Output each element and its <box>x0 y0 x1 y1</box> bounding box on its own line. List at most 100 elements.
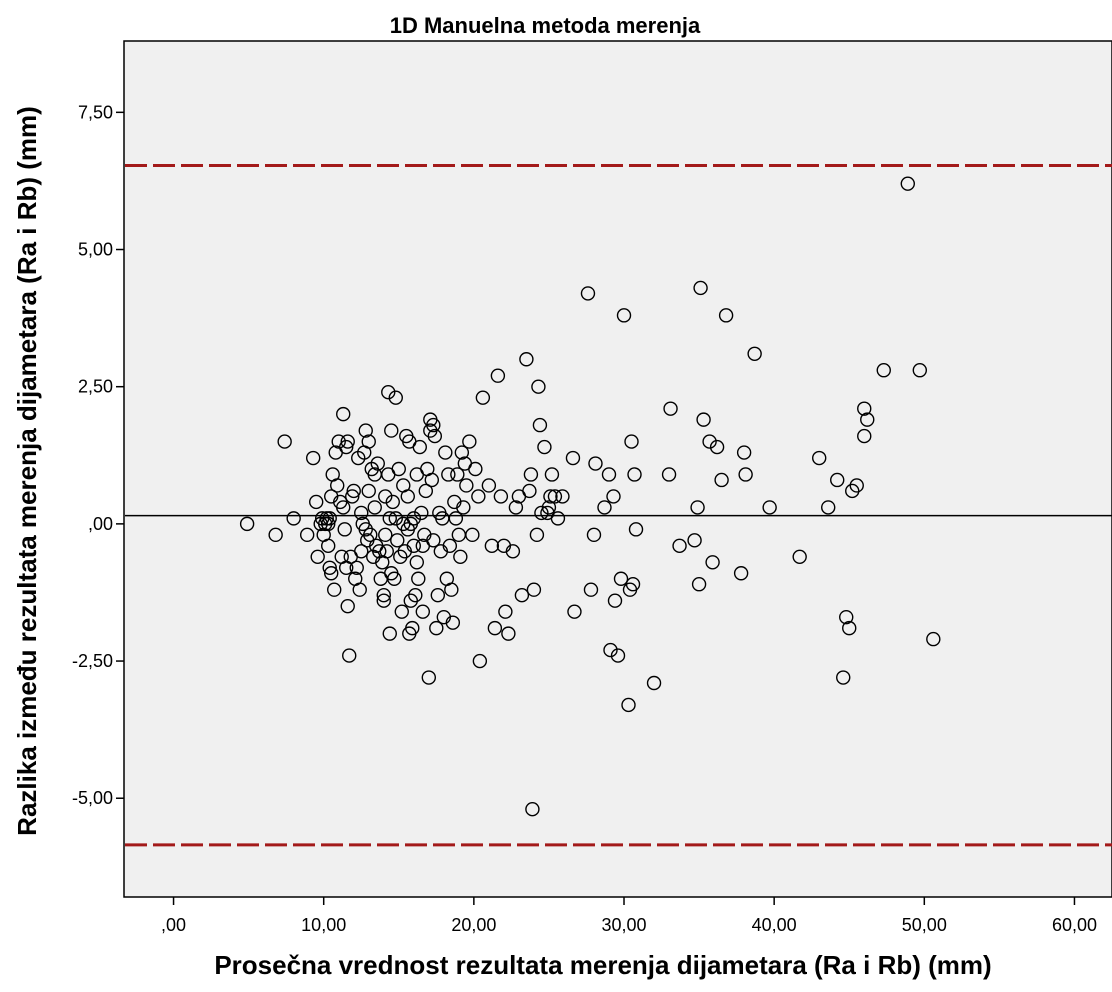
data-point <box>239 516 255 532</box>
data-point <box>532 417 548 433</box>
data-point <box>321 516 336 532</box>
y-tick-label: 2,50 <box>78 377 113 397</box>
data-point <box>508 500 524 515</box>
data-point <box>526 582 542 597</box>
data-point <box>459 478 474 493</box>
data-point <box>646 675 662 691</box>
data-point <box>821 500 836 515</box>
data-point <box>567 604 582 619</box>
data-point <box>391 461 406 477</box>
data-point <box>705 555 720 570</box>
data-point <box>414 505 429 521</box>
data-point <box>733 566 749 581</box>
data-point <box>438 445 453 460</box>
data-point <box>424 472 440 488</box>
data-point <box>442 538 458 554</box>
data-point <box>522 483 537 499</box>
data-point <box>384 423 399 438</box>
data-point <box>926 631 941 647</box>
data-point <box>792 549 807 564</box>
data-point <box>762 500 777 515</box>
data-point <box>370 456 385 471</box>
data-point <box>340 598 355 614</box>
data-point <box>498 604 513 619</box>
data-point <box>388 390 403 405</box>
data-point <box>747 346 762 361</box>
data-point <box>696 412 711 427</box>
data-point <box>426 417 441 433</box>
data-point <box>456 500 471 515</box>
data-point <box>550 511 566 526</box>
data-point <box>603 642 618 658</box>
data-point <box>613 571 629 586</box>
data-points <box>239 176 941 817</box>
plot-area <box>123 40 1112 898</box>
data-point <box>471 489 486 504</box>
data-point <box>354 544 369 559</box>
data-point <box>531 379 546 394</box>
data-point <box>481 478 497 493</box>
data-point <box>621 697 636 713</box>
data-point <box>836 670 851 685</box>
data-point <box>390 533 405 548</box>
data-point <box>663 401 678 416</box>
data-point <box>687 533 702 548</box>
data-point <box>580 286 596 301</box>
data-point <box>537 439 552 455</box>
x-tick-label: 60,00 <box>1052 915 1097 935</box>
data-point <box>912 363 928 378</box>
data-point <box>385 494 400 510</box>
data-point <box>475 390 491 405</box>
data-point <box>379 544 394 559</box>
data-point <box>842 620 857 636</box>
data-point <box>601 467 617 482</box>
data-point <box>519 352 534 367</box>
data-point <box>839 609 854 625</box>
data-point <box>381 384 396 400</box>
data-point <box>857 428 872 444</box>
data-point <box>718 308 734 323</box>
data-point <box>277 434 292 449</box>
data-point <box>376 588 391 603</box>
data-point <box>597 500 612 515</box>
data-point <box>336 500 351 515</box>
x-tick-label: 30,00 <box>601 915 646 935</box>
data-point <box>427 428 443 444</box>
data-point <box>738 467 753 482</box>
data-point <box>709 439 725 455</box>
data-point <box>691 577 707 592</box>
data-point <box>354 505 369 521</box>
data-point <box>321 538 336 554</box>
data-point <box>412 439 427 455</box>
data-point <box>358 423 373 438</box>
data-point <box>465 527 480 543</box>
data-point <box>409 555 424 570</box>
data-point <box>405 620 420 636</box>
data-point <box>421 670 437 685</box>
data-point <box>860 412 875 427</box>
data-point <box>310 549 325 564</box>
data-point <box>378 489 393 504</box>
data-point <box>607 593 623 608</box>
data-point <box>322 511 337 526</box>
data-point <box>586 527 602 543</box>
y-axis-ticks: 7,50 5,00 2,50 ,00 -2,50 -5,00 <box>72 102 124 808</box>
data-point <box>363 527 378 543</box>
data-point <box>340 434 355 449</box>
data-point <box>376 593 391 608</box>
y-tick-label: 5,00 <box>78 240 113 260</box>
data-point <box>628 522 644 537</box>
x-tick-label: 20,00 <box>451 915 496 935</box>
data-point <box>693 280 708 296</box>
data-point <box>543 489 558 504</box>
data-point <box>361 483 376 499</box>
data-point <box>472 653 488 669</box>
data-point <box>849 478 864 493</box>
data-point <box>406 511 421 526</box>
data-point <box>812 450 827 466</box>
y-axis-label: Razlika između rezultata merenja dijamet… <box>12 106 42 836</box>
data-point <box>430 588 446 603</box>
data-point <box>514 588 530 603</box>
data-point <box>426 533 441 548</box>
